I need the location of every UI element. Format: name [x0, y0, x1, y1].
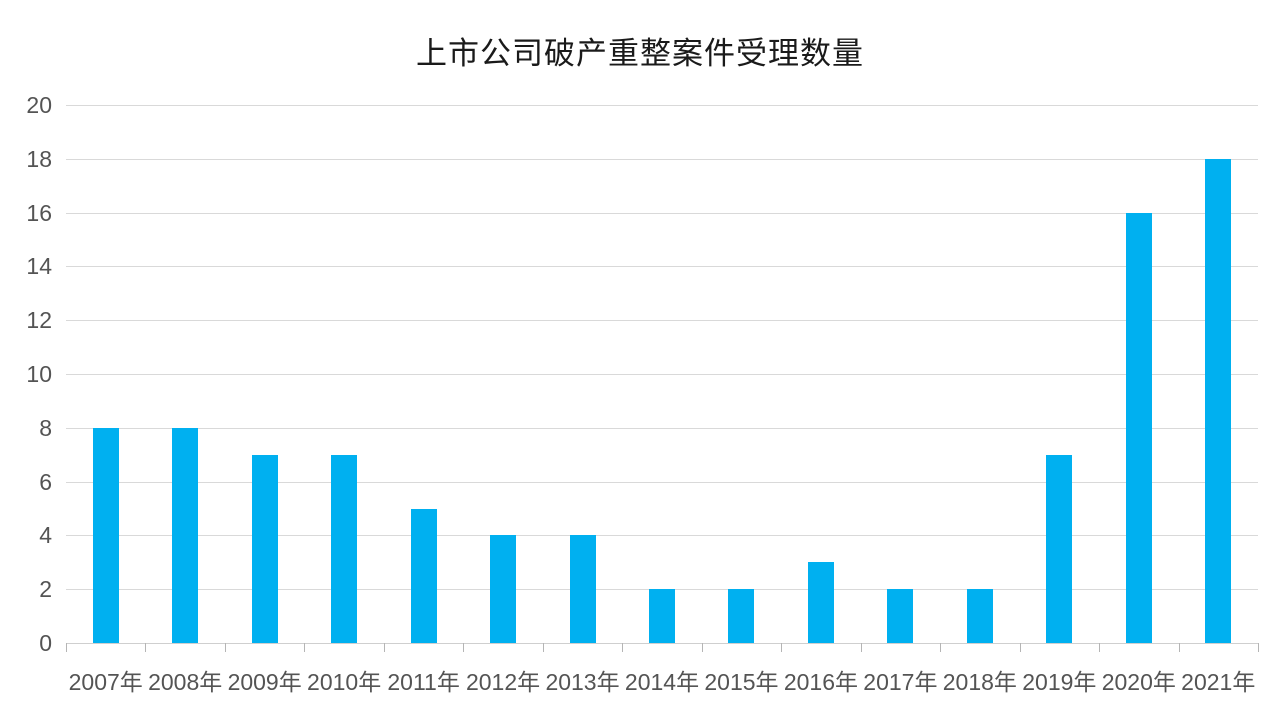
y-axis-tick-label: 14	[26, 253, 52, 280]
x-axis-tick-label: 2009年	[227, 669, 302, 695]
x-axis-tick	[224, 643, 226, 652]
bar-2021年	[1205, 158, 1232, 643]
y-axis-tick-label: 6	[39, 468, 52, 495]
y-axis-tick-label: 10	[26, 361, 52, 387]
x-axis-tick-label: 2011年	[387, 669, 460, 695]
x-axis-tick-label: 2008年	[148, 669, 223, 695]
bar-2014年	[649, 589, 675, 643]
y-axis-tick-label: 8	[39, 414, 52, 441]
y-axis-tick-label: 18	[26, 145, 52, 172]
x-axis-tick	[1258, 643, 1259, 652]
x-axis-tick	[383, 643, 385, 652]
x-axis-tick-label: 2020年	[1101, 669, 1176, 695]
y-axis-tick-label: 0	[39, 630, 52, 656]
y-axis-tick-label: 12	[26, 307, 52, 334]
x-axis-tick-label: 2021年	[1181, 669, 1256, 695]
gridline	[66, 105, 1258, 106]
x-axis-tick	[1099, 643, 1101, 652]
gridline	[66, 266, 1258, 268]
bar-2020年	[1125, 212, 1152, 643]
gridline	[66, 481, 1258, 483]
x-axis-tick-label: 2015年	[704, 669, 779, 695]
y-axis-tick-label: 4	[39, 522, 52, 549]
bar-2016年	[807, 562, 834, 643]
x-axis-tick-label: 2017年	[863, 669, 938, 695]
chart-title: 上市公司破产重整案件受理数量	[416, 36, 864, 71]
gridline	[66, 427, 1258, 429]
y-axis-tick-label: 16	[26, 199, 52, 226]
x-axis-tick	[860, 643, 862, 652]
bar-2019年	[1046, 454, 1073, 643]
bar-2013年	[569, 535, 596, 643]
bar-2010年	[331, 454, 358, 643]
gridline	[66, 320, 1258, 322]
x-axis-tick	[1019, 643, 1021, 652]
bar-2015年	[728, 589, 755, 643]
x-axis-tick-label: 2007年	[68, 669, 143, 695]
x-axis-tick	[145, 643, 147, 652]
bar-2007年	[92, 427, 119, 643]
x-axis-tick-label: 2010年	[307, 669, 382, 695]
x-axis-tick	[701, 643, 703, 652]
bar-2018年	[966, 589, 993, 643]
x-axis-line	[66, 643, 1259, 644]
bar-2012年	[490, 535, 517, 643]
x-axis-tick	[622, 643, 624, 652]
x-axis-tick	[542, 643, 544, 652]
bar-2009年	[251, 454, 278, 643]
bar-2017年	[887, 589, 914, 643]
x-axis-tick	[66, 643, 67, 652]
bar-2011年	[410, 508, 437, 643]
gridline	[66, 535, 1258, 537]
x-axis-tick-label: 2013年	[545, 669, 620, 695]
gridline	[66, 212, 1258, 214]
gridline	[66, 158, 1258, 160]
plot-area	[66, 105, 1258, 643]
gridline	[66, 374, 1258, 375]
y-axis-tick-label: 2	[39, 576, 52, 603]
x-axis-tick-label: 2019年	[1022, 669, 1097, 695]
x-axis-tick	[940, 643, 942, 652]
x-axis-tick-label: 2018年	[942, 669, 1017, 695]
x-axis-tick	[304, 643, 306, 652]
x-axis-tick-label: 2014年	[624, 669, 700, 695]
x-axis-tick	[1178, 643, 1180, 652]
y-axis-tick-label: 20	[26, 92, 52, 118]
x-axis-tick-label: 2016年	[783, 669, 858, 695]
x-axis-tick	[781, 643, 783, 652]
bar-2008年	[172, 427, 199, 643]
x-axis-tick-label: 2012年	[465, 669, 541, 695]
x-axis-tick	[463, 643, 465, 652]
